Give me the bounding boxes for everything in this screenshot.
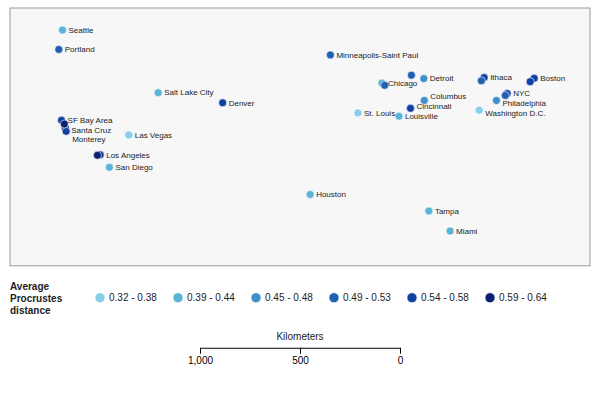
point [62, 127, 70, 135]
legend: AverageProcrustesdistance 0.32 - 0.38 0.39… [10, 281, 547, 316]
point [501, 91, 509, 99]
point [219, 99, 227, 107]
plot-frame [10, 8, 590, 266]
legend-swatch [485, 293, 495, 303]
point-label: St. Louis [364, 109, 395, 118]
point [425, 207, 433, 215]
point-label: Las Vegas [135, 131, 172, 140]
point [105, 163, 113, 171]
scale-tick-line [300, 348, 301, 354]
legend-swatch [329, 293, 339, 303]
point-label: Denver [229, 99, 255, 108]
point-label: Detroit [430, 74, 454, 83]
point [446, 227, 454, 235]
legend-title-line: Average [10, 281, 50, 292]
scale-tick: 1,000 [188, 348, 213, 366]
point-label: Portland [65, 45, 95, 54]
scale-tick-line [200, 348, 201, 354]
point [354, 109, 362, 117]
legend-title: AverageProcrustesdistance [10, 281, 63, 316]
legend-label: 0.59 - 0.64 [499, 292, 547, 303]
point [58, 26, 66, 34]
point-label: Monterey [72, 135, 105, 144]
point-label: Washington D.C. [485, 109, 545, 118]
scale-tick: 500 [292, 348, 309, 366]
point [420, 75, 428, 83]
point-label: San Diego [115, 163, 153, 172]
legend-title-line: distance [10, 305, 51, 316]
point-label: Salt Lake City [164, 88, 213, 97]
legend-label: 0.49 - 0.53 [343, 292, 391, 303]
point [125, 131, 133, 139]
point-label: NYC [513, 89, 530, 98]
scale-tick-line [400, 348, 401, 354]
point-label: Minneapolis-Saint Paul [336, 51, 418, 60]
legend-label: 0.32 - 0.38 [109, 292, 157, 303]
point [395, 112, 403, 120]
legend-label: 0.39 - 0.44 [187, 292, 235, 303]
scale-tick-label: 1,000 [188, 355, 213, 366]
scale-bar-title: Kilometers [276, 331, 323, 342]
point [492, 97, 500, 105]
point-label: SF Bay Area [68, 116, 113, 125]
points [55, 26, 538, 235]
point [477, 77, 485, 85]
point-label: Ithaca [490, 73, 512, 82]
point [475, 106, 483, 114]
chart: Seattle Portland SF Bay AreaSanta CruzMont… [0, 0, 600, 400]
point-label: Columbus [430, 92, 466, 101]
point [526, 78, 534, 86]
legend-swatch [407, 293, 417, 303]
point-label: Los Angeles [106, 151, 150, 160]
point-label: Houston [316, 190, 346, 199]
point [55, 45, 63, 53]
scale-tick-label: 0 [398, 355, 404, 366]
point-label: Philadelphia [502, 99, 546, 108]
point-label: Miami [456, 227, 478, 236]
point [306, 190, 314, 198]
legend-swatch [251, 293, 261, 303]
point [326, 51, 334, 59]
legend-title-line: Procrustes [10, 293, 63, 304]
legend-label: 0.54 - 0.58 [421, 292, 469, 303]
point-label: Tampa [435, 207, 460, 216]
point-label: Boston [540, 74, 565, 83]
legend-swatch [173, 293, 183, 303]
scale-tick-label: 500 [292, 355, 309, 366]
point-label: Cincinnati [416, 102, 451, 111]
point-label: Seattle [68, 26, 93, 35]
scale-axis: 1,000 500 0 [188, 348, 404, 366]
point-label: Chicago [388, 79, 418, 88]
legend-label: 0.45 - 0.48 [265, 292, 313, 303]
point [93, 151, 101, 159]
legend-swatch [95, 293, 105, 303]
scale-tick: 0 [398, 348, 404, 366]
point-label: Santa Cruz [71, 126, 111, 135]
point-label: Louisville [405, 112, 438, 121]
point-labels: Seattle Portland SF Bay AreaSanta CruzMont… [65, 26, 565, 236]
scale-bar: Kilometers 1,000 500 0 [188, 331, 404, 366]
point [154, 89, 162, 97]
